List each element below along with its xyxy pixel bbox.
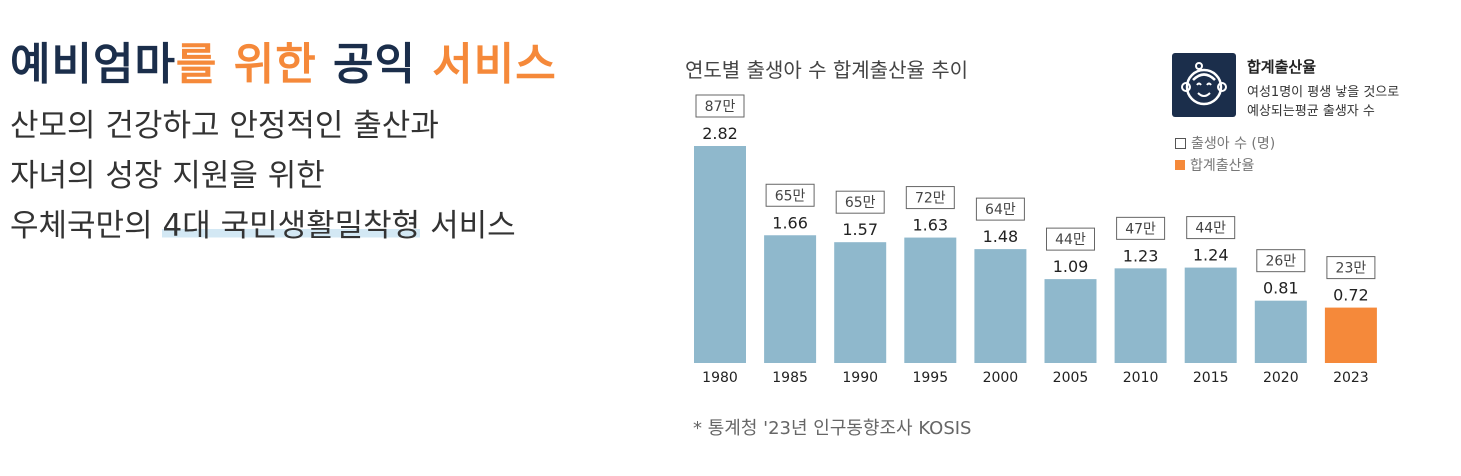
subtitle-line3: 우체국만의 4대 국민생활밀착형 서비스 — [10, 200, 516, 245]
legend-item-births-label: 출생아 수 (명) — [1191, 136, 1276, 152]
births-box-2000 — [975, 197, 1025, 221]
category-label-1995: 1995 — [912, 370, 948, 386]
category-label-2015: 2015 — [1193, 370, 1229, 386]
category-label-2010: 2010 — [1123, 370, 1159, 386]
rate-label-2020: 0.81 — [1263, 279, 1299, 298]
bar-2023 — [1324, 307, 1377, 363]
births-label-2005: 44만 — [1055, 232, 1086, 248]
legend-title: 합계출산율 — [1247, 58, 1317, 76]
rate-label-1985: 1.66 — [772, 213, 808, 232]
bar-2020 — [1254, 300, 1307, 363]
rate-label-1995: 1.63 — [912, 216, 948, 235]
rate-label-2010: 1.23 — [1123, 246, 1159, 265]
births-label-1985: 65만 — [775, 188, 806, 204]
bar-1990 — [834, 242, 887, 363]
category-label-2005: 2005 — [1053, 370, 1089, 386]
legend-swatch-outline — [1175, 137, 1186, 149]
births-box-1980 — [695, 94, 745, 118]
chart-title: 연도별 출생아 수 합계출산율 추이 — [685, 58, 969, 82]
births-label-2020: 26만 — [1265, 254, 1296, 270]
headline-part1: 예비엄마 — [10, 39, 176, 90]
headline-part3: 공익 — [333, 39, 433, 90]
legend-item-rate: 합계출산율 — [1175, 155, 1254, 175]
rate-label-2023: 0.72 — [1333, 286, 1369, 305]
births-box-2020 — [1256, 249, 1306, 273]
rate-label-2005: 1.09 — [1053, 257, 1089, 276]
births-box-1990 — [835, 190, 885, 214]
births-label-2000: 64만 — [985, 202, 1016, 218]
bar-1980 — [694, 146, 746, 363]
births-box-2005 — [1046, 227, 1095, 251]
births-label-1980: 87만 — [705, 99, 736, 115]
births-label-2015: 44만 — [1195, 221, 1226, 237]
category-label-1985: 1985 — [772, 370, 808, 386]
births-box-2023 — [1326, 256, 1376, 280]
headline: 예비엄마를 위한 공익 서비스 — [10, 28, 557, 92]
births-box-1995 — [905, 186, 955, 210]
births-label-2023: 23만 — [1336, 261, 1367, 277]
legend-item-births: 출생아 수 (명) — [1175, 133, 1275, 153]
births-label-2010: 47만 — [1125, 221, 1156, 237]
source-note: * 통계청 '23년 인구동향조사 KOSIS — [693, 418, 972, 439]
bar-2010 — [1114, 268, 1167, 363]
subtitle-line1: 산모의 건강하고 안정적인 출산과 — [10, 108, 439, 144]
legend-desc-line1: 여성1명이 평생 낳을 것으로 — [1247, 85, 1400, 100]
headline-part2: 를 위한 — [175, 39, 333, 90]
bar-2005 — [1044, 279, 1097, 363]
births-box-2015 — [1186, 216, 1236, 240]
category-label-2000: 2000 — [983, 370, 1019, 386]
bar-1985 — [764, 235, 817, 363]
legend-desc-line2: 예상되는평균 출생자 수 — [1247, 104, 1375, 119]
subtitle-line3-post: 서비스 — [420, 208, 516, 244]
births-box-1985 — [765, 183, 815, 207]
legend-baby-face-icon — [1172, 53, 1236, 117]
births-label-1995: 72만 — [915, 191, 946, 207]
category-label-1980: 1980 — [702, 370, 738, 386]
subtitle-line3-pre: 우체국만의 — [10, 208, 163, 244]
category-label-2020: 2020 — [1263, 370, 1299, 386]
subtitle-highlight: 4대 국민생활밀착형 — [162, 208, 421, 244]
births-label-1990: 65만 — [845, 195, 876, 211]
headline-part4: 서비스 — [432, 39, 557, 90]
subtitle-line2: 자녀의 성장 지원을 위한 — [10, 158, 325, 194]
bar-1995 — [904, 237, 957, 363]
rate-label-1990: 1.57 — [842, 220, 878, 239]
rate-label-2015: 1.24 — [1193, 246, 1229, 265]
rate-label-2000: 1.48 — [983, 227, 1019, 246]
births-box-2010 — [1116, 216, 1166, 240]
bar-2015 — [1184, 267, 1237, 363]
legend-item-rate-label: 합계출산율 — [1190, 158, 1255, 174]
legend-swatch-orange — [1175, 160, 1185, 170]
bar-2000 — [974, 249, 1027, 363]
category-label-2023: 2023 — [1333, 370, 1369, 386]
category-label-1990: 1990 — [842, 370, 878, 386]
rate-label-1980: 2.82 — [702, 124, 738, 143]
